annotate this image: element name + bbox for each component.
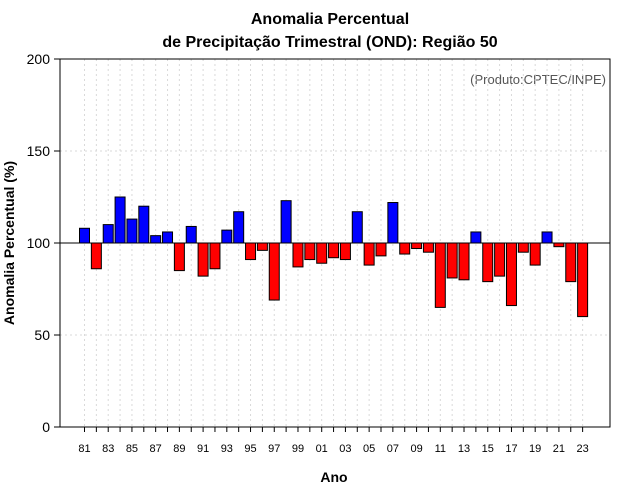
bar-93 [221, 229, 233, 244]
x-tick-label: 95 [244, 443, 256, 455]
x-tick-label: 91 [197, 443, 209, 455]
bar-08 [399, 242, 411, 255]
bar-04 [351, 211, 363, 244]
bar-95 [245, 242, 257, 261]
x-tick-label: 85 [126, 443, 138, 455]
bars [79, 196, 589, 318]
y-tick-label: 50 [34, 327, 50, 343]
bar-97 [268, 242, 280, 301]
bar-09 [411, 242, 423, 250]
x-tick-label: 99 [292, 443, 304, 455]
x-tick-label: 01 [316, 443, 328, 455]
y-tick-label: 0 [42, 419, 50, 435]
bar-01 [316, 242, 328, 264]
x-axis-label: Ano [320, 469, 347, 485]
y-tick-label: 200 [27, 51, 51, 67]
chart-subtitle: de Precipitação Trimestral (OND): Região… [162, 34, 497, 51]
bar-98 [280, 200, 292, 244]
x-tick-label: 83 [102, 443, 114, 455]
x-tick-label: 11 [435, 443, 446, 455]
bar-22 [565, 242, 577, 283]
y-tick-label: 100 [27, 235, 51, 251]
x-tick-label: 09 [410, 443, 422, 455]
bar-07 [387, 202, 399, 244]
bar-15 [482, 242, 494, 283]
x-tick-label: 19 [529, 443, 541, 455]
bar-21 [553, 242, 565, 248]
x-tick-label: 93 [221, 443, 233, 455]
bar-00 [304, 242, 316, 261]
bar-18 [517, 242, 529, 253]
y-axis-label: Anomalia Percentual (%) [1, 161, 17, 325]
x-tick-label: 05 [363, 443, 375, 455]
bar-88 [162, 231, 174, 244]
source-annotation: (Produto:CPTEC/INPE) [470, 72, 606, 87]
bar-19 [529, 242, 541, 266]
bar-03 [339, 242, 351, 261]
bar-94 [233, 211, 245, 244]
bar-85 [126, 218, 138, 244]
x-tick-label: 07 [387, 443, 399, 455]
x-tick-label: 97 [268, 443, 280, 455]
y-tick-label: 150 [27, 143, 51, 159]
bar-23 [577, 242, 589, 318]
x-tick-label: 13 [458, 443, 470, 455]
x-tick-label: 89 [173, 443, 185, 455]
bar-84 [114, 196, 126, 244]
axes: 0 50 100 150 200 81 83 85 87 89 91 93 95 97 99 01 03 05 07… [27, 51, 611, 455]
bar-99 [292, 242, 304, 268]
bar-82 [90, 242, 102, 270]
x-tick-label: 15 [482, 443, 494, 455]
x-tick-label: 03 [339, 443, 351, 455]
bar-83 [102, 224, 114, 244]
x-tick-label: 87 [150, 443, 162, 455]
bar-13 [458, 242, 470, 281]
bar-87 [150, 235, 162, 244]
x-tick-label: 17 [505, 443, 517, 455]
bar-05 [363, 242, 375, 266]
bar-16 [494, 242, 506, 277]
x-tick-label: 21 [553, 443, 565, 455]
bar-20 [541, 231, 553, 244]
bar-89 [173, 242, 185, 272]
bar-90 [185, 225, 197, 244]
bar-96 [256, 242, 268, 251]
bar-91 [197, 242, 209, 277]
x-tick-label: 23 [576, 443, 588, 455]
bar-06 [375, 242, 387, 257]
bar-17 [505, 242, 517, 307]
bar-12 [446, 242, 458, 279]
x-tick-label: 81 [78, 443, 90, 455]
bar-86 [138, 205, 150, 244]
chart-title: Anomalia Percentual [251, 11, 409, 28]
bar-11 [434, 242, 446, 308]
bar-02 [328, 242, 340, 259]
bar-14 [470, 231, 482, 244]
bar-81 [79, 227, 90, 244]
grid-lines [60, 59, 610, 427]
bar-10 [422, 242, 434, 253]
bar-92 [209, 242, 221, 270]
